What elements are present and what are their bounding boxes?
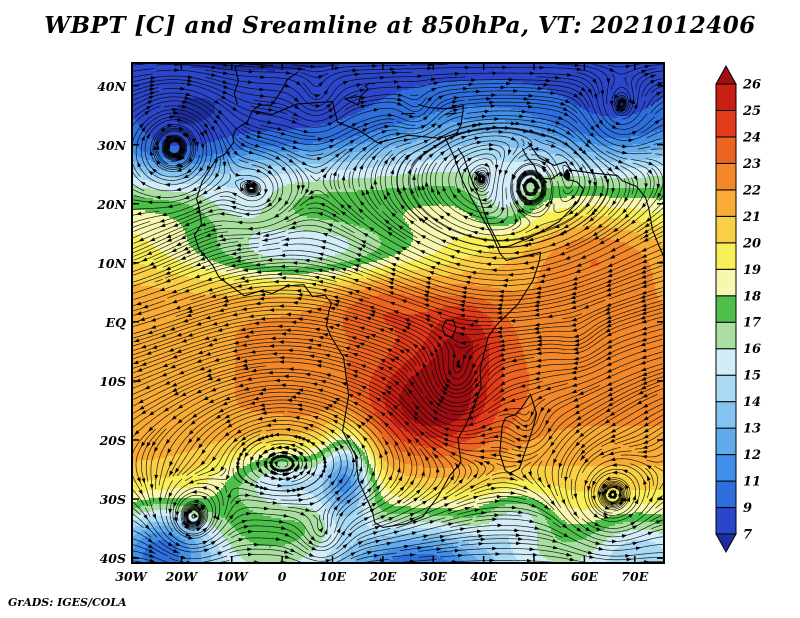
y-axis-label-30S: 30S [99,492,126,508]
y-axis-label-10N: 10N [97,255,126,271]
colorbar-segment-14-15 [715,374,737,403]
colorbar-arrow-bottom [715,533,737,554]
x-axis-label-30E: 30E [419,569,447,584]
credit-text: GrADS: IGES/COLA [8,596,127,609]
x-axis-label-60E: 60E [570,569,598,584]
colorbar-label-15: 15 [743,369,761,384]
colorbar-label-24: 24 [742,130,761,145]
x-axis-label-40E: 40E [470,569,498,584]
colorbar-label-21: 21 [742,210,761,225]
colorbar-segment-12-13 [715,427,737,456]
colorbar-segment-13-14 [715,401,737,429]
colorbar-label-11: 11 [743,475,761,490]
x-axis-label-30W: 30W [115,569,147,584]
colorbar-segment-23-24 [715,136,737,164]
colorbar-segment-7-9 [715,507,737,535]
y-axis-label-EQ: EQ [105,314,126,330]
colorbar-label-23: 23 [742,157,761,172]
plot-title: WBPT [C] and Sreamline at 850hPa, VT: 20… [44,12,756,39]
colorbar-label-16: 16 [743,342,761,357]
colorbar-arrow-top [715,64,737,85]
x-axis-label-20E: 20E [369,569,397,584]
colorbar-segment-25-26 [715,83,737,111]
colorbar-label-9: 9 [743,501,752,516]
y-axis-label-10S: 10S [99,373,126,389]
colorbar-segment-11-12 [715,454,737,482]
colorbar-segment-24-25 [715,109,737,138]
y-axis-label-40S: 40S [99,551,126,567]
y-axis-label-20S: 20S [99,432,126,448]
colorbar-segment-16-17 [715,321,737,350]
colorbar-label-20: 20 [742,236,761,251]
x-axis-label-20W: 20W [165,569,198,584]
y-axis-label-20N: 20N [97,196,126,212]
x-axis-label-0: 0 [277,569,287,584]
colorbar-segment-20-21 [715,215,737,244]
x-axis-label-10W: 10W [216,569,248,584]
colorbar-segment-17-18 [715,295,737,323]
x-axis-label-50E: 50E [520,569,548,584]
x-axis-label-70E: 70E [621,569,649,584]
streamline-map-canvas [131,62,665,564]
colorbar: 7 9 11 12 13 14 15 16 17 18 19 20 21 22 23 24 25 26 [714,62,784,566]
colorbar-label-14: 14 [743,395,761,410]
colorbar-label-12: 12 [743,448,761,463]
colorbar-svg: 7 9 11 12 13 14 15 16 17 18 19 20 21 22 23 24 25 26 [715,64,761,554]
y-axis-label-30N: 30N [97,137,126,153]
colorbar-label-19: 19 [743,263,761,278]
colorbar-label-26: 26 [742,78,761,93]
colorbar-segment-9-11 [715,480,737,509]
colorbar-segment-21-22 [715,189,737,217]
colorbar-segment-18-19 [715,268,737,297]
colorbar-label-25: 25 [742,104,761,119]
colorbar-label-22: 22 [742,183,761,198]
colorbar-label-7: 7 [743,528,752,543]
colorbar-label-13: 13 [743,422,761,437]
x-axis-label-10E: 10E [319,569,346,584]
colorbar-segment-19-20 [715,242,737,270]
colorbar-label-17: 17 [743,316,761,331]
colorbar-label-18: 18 [743,289,761,304]
colorbar-segment-15-16 [715,348,737,376]
y-axis-label-40N: 40N [97,78,126,94]
colorbar-segment-22-23 [715,162,737,191]
